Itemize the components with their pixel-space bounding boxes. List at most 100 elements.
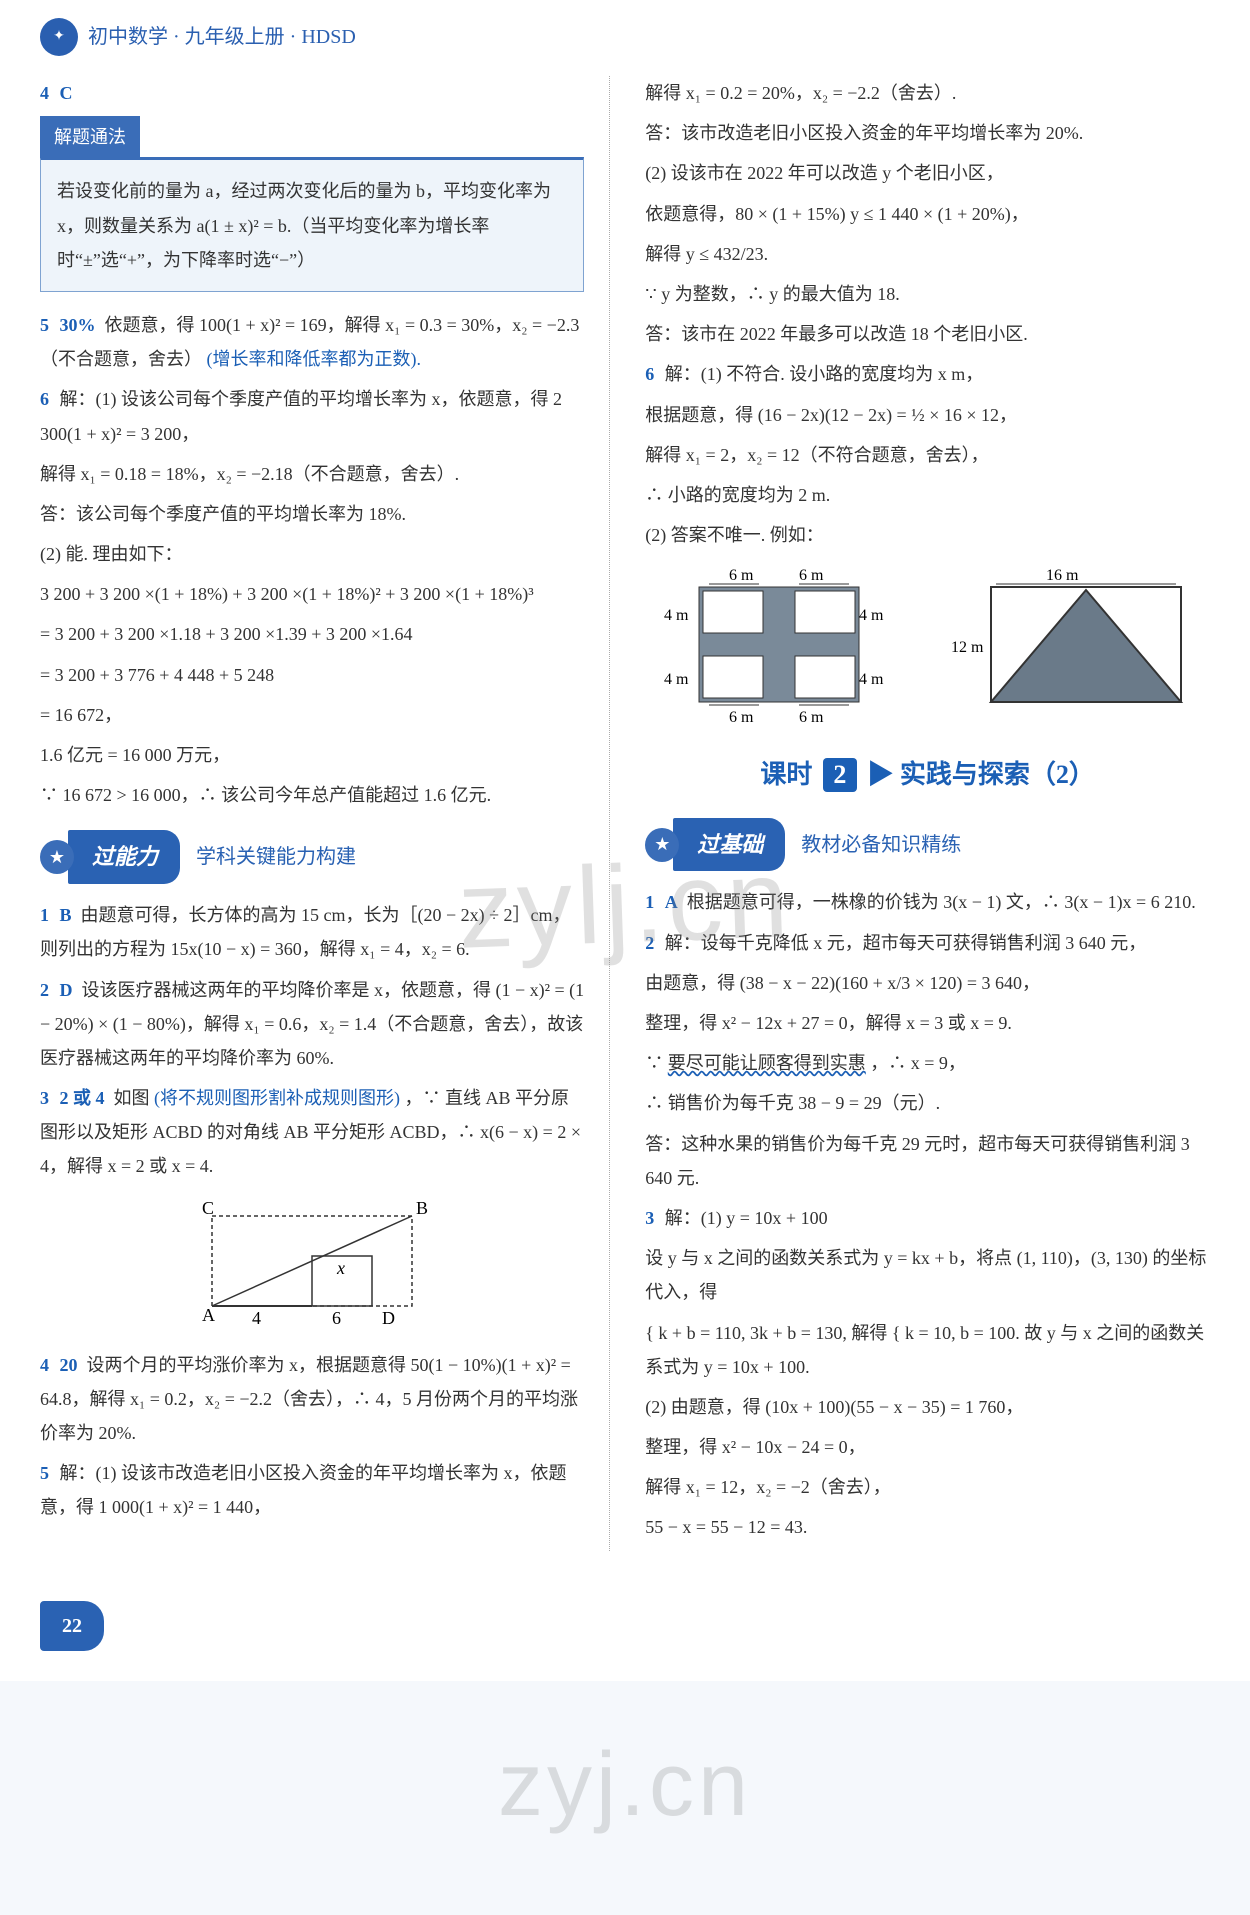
page-footer: 22 <box>0 1591 1250 1681</box>
r5-l2: 答：该市改造老旧小区投入资金的年平均增长率为 20%. <box>645 116 1210 150</box>
r6-num: 6 <box>645 364 654 384</box>
b2-wavy: 要尽可能让顾客得到实惠 <box>668 1053 866 1073</box>
svg-text:4: 4 <box>252 1308 261 1328</box>
tip-box: 解题通法 若设变化前的量为 a，经过两次变化后的量为 b，平均变化率为 x，则数… <box>40 116 584 292</box>
b3-l5: 整理，得 x² − 10x − 24 = 0， <box>645 1430 1210 1464</box>
svg-text:B: B <box>416 1198 428 1218</box>
q6-l3: 答：该公司每个季度产值的平均增长率为 18%. <box>40 497 584 531</box>
b2-num: 2 <box>645 933 654 953</box>
tip-body: 若设变化前的量为 a，经过两次变化后的量为 b，平均变化率为 x，则数量关系为 … <box>40 157 584 292</box>
a2-num: 2 <box>40 980 49 1000</box>
r5-l4: 依题意得，80 × (1 + 15%) y ≤ 1 440 × (1 + 20%… <box>645 197 1210 231</box>
star-icon-2: ★ <box>645 828 679 862</box>
r5-l1: 解得 x₁ = 0.2 = 20%，x₂ = −2.2（舍去）. <box>645 76 1210 110</box>
figure-set: 6 m 6 m 4 m 4 m 4 m 4 m 6 m 6 m <box>645 562 1210 732</box>
section-ability-label: 过能力 <box>68 830 180 884</box>
q4: 4 C <box>40 76 584 110</box>
b3-l4: (2) 由题意，得 (10x + 100)(55 − x − 35) = 1 7… <box>645 1390 1210 1424</box>
section-basic-label: 过基础 <box>673 818 785 872</box>
lesson-post: ▶ 实践与探索（2） <box>867 760 1095 789</box>
svg-text:4 m: 4 m <box>859 607 884 624</box>
svg-text:C: C <box>202 1198 214 1218</box>
b1: 1 A 根据题意可得，一株橡的价钱为 3(x − 1) 文，∴ 3(x − 1)… <box>645 885 1210 919</box>
a4: 4 20 设两个月的平均涨价率为 x，根据题意得 50(1 − 10%)(1 +… <box>40 1348 584 1451</box>
section-ability-sub: 学科关键能力构建 <box>196 838 356 876</box>
svg-text:4 m: 4 m <box>664 607 689 624</box>
b2-l4: ∵ 要尽可能让顾客得到实惠 ，∴ x = 9， <box>645 1046 1210 1080</box>
q6-l7: = 3 200 + 3 776 + 4 448 + 5 248 <box>40 658 584 692</box>
r5-l3: (2) 设该市在 2022 年可以改造 y 个老旧小区， <box>645 156 1210 190</box>
section-ability: ★ 过能力 学科关键能力构建 <box>40 830 584 884</box>
q6-l8: = 16 672， <box>40 698 584 732</box>
rectangle-diagram: C B A D 4 6 x <box>40 1196 584 1336</box>
q6-l2: 解得 x₁ = 0.18 = 18%，x₂ = −2.18（不合题意，舍去）. <box>40 457 584 491</box>
b2-l5: ∴ 销售价为每千克 38 − 9 = 29（元）. <box>645 1086 1210 1120</box>
r6-l4: ∴ 小路的宽度均为 2 m. <box>645 478 1210 512</box>
figure-triangle: 16 m 12 m <box>946 562 1196 732</box>
r6-l3: 解得 x₁ = 2，x₂ = 12（不符合题意，舍去）， <box>645 438 1210 472</box>
r6-l5: (2) 答案不唯一. 例如： <box>645 518 1210 552</box>
q5: 5 30% 依题意，得 100(1 + x)² = 169，解得 x₁ = 0.… <box>40 308 584 376</box>
q4-ans: C <box>60 83 73 103</box>
a3-num: 3 <box>40 1088 49 1108</box>
section-basic: ★ 过基础 教材必备知识精练 <box>645 818 1210 872</box>
svg-text:6: 6 <box>332 1308 341 1328</box>
watermark-2: zyj.cn <box>498 1700 752 1871</box>
r6-l2: 根据题意，得 (16 − 2x)(12 − 2x) = ½ × 16 × 12， <box>645 398 1210 432</box>
b3-l7: 55 − x = 55 − 12 = 43. <box>645 1510 1210 1544</box>
svg-text:4 m: 4 m <box>664 671 689 688</box>
b3-l1: 3 解：(1) y = 10x + 100 <box>645 1201 1210 1235</box>
right-column: 解得 x₁ = 0.2 = 20%，x₂ = −2.2（舍去）. 答：该市改造老… <box>640 76 1210 1551</box>
a3-ans: 2 或 4 <box>60 1088 105 1108</box>
b1-body: 根据题意可得，一株橡的价钱为 3(x − 1) 文，∴ 3(x − 1)x = … <box>687 892 1196 912</box>
a5-num: 5 <box>40 1463 49 1483</box>
a5-body: 解：(1) 设该市改造老旧小区投入资金的年平均增长率为 x，依题意，得 1 00… <box>40 1463 567 1517</box>
svg-text:D: D <box>382 1308 395 1328</box>
lesson-pre: 课时 <box>760 760 812 789</box>
a5: 5 解：(1) 设该市改造老旧小区投入资金的年平均增长率为 x，依题意，得 1 … <box>40 1456 584 1524</box>
left-column: 4 C 解题通法 若设变化前的量为 a，经过两次变化后的量为 b，平均变化率为 … <box>40 76 610 1551</box>
a2: 2 D 设该医疗器械这两年的平均降价率是 x，依题意，得 (1 − x)² = … <box>40 973 584 1076</box>
q6-l10: ∵ 16 672 > 16 000，∴ 该公司今年总产值能超过 1.6 亿元. <box>40 778 584 812</box>
q6-l4: (2) 能. 理由如下： <box>40 537 584 571</box>
svg-text:12 m: 12 m <box>951 639 984 656</box>
svg-text:4 m: 4 m <box>859 671 884 688</box>
logo-icon: ✦ <box>40 18 78 56</box>
lesson-title: 课时 2 ▶ 实践与探索（2） <box>645 750 1210 799</box>
q5-num: 5 <box>40 315 49 335</box>
page-header: ✦ 初中数学 · 九年级上册 · HDSD <box>0 0 1250 66</box>
a1-body: 由题意可得，长方体的高为 15 cm，长为［(20 − 2x) ÷ 2］cm，则… <box>40 905 571 959</box>
b2-l2: 由题意，得 (38 − x − 22)(160 + x/3 × 120) = 3… <box>645 966 1210 1000</box>
svg-text:x: x <box>336 1258 345 1278</box>
r6-l1: 6 解：(1) 不符合. 设小路的宽度均为 x m， <box>645 357 1210 391</box>
tip-header: 解题通法 <box>40 116 140 158</box>
a1-ans: B <box>60 905 72 925</box>
a3-note: (将不规则图形割补成规则图形) <box>154 1088 400 1108</box>
q6-num: 6 <box>40 389 49 409</box>
b3-l3: { k + b = 110, 3k + b = 130, 解得 { k = 10… <box>645 1316 1210 1384</box>
a2-ans: D <box>60 980 73 1000</box>
b3-l2: 设 y 与 x 之间的函数关系式为 y = kx + b，将点 (1, 110)… <box>645 1241 1210 1309</box>
b3-l6: 解得 x₁ = 12，x₂ = −2（舍去）， <box>645 1470 1210 1504</box>
b1-num: 1 <box>645 892 654 912</box>
lesson-num: 2 <box>823 758 857 792</box>
q6-l5: 3 200 + 3 200 ×(1 + 18%) + 3 200 ×(1 + 1… <box>40 577 584 611</box>
svg-text:6 m: 6 m <box>729 709 754 726</box>
q4-num: 4 <box>40 83 49 103</box>
q5-ans: 30% <box>60 315 96 335</box>
svg-text:6 m: 6 m <box>729 567 754 584</box>
a2-body: 设该医疗器械这两年的平均降价率是 x，依题意，得 (1 − x)² = (1 −… <box>40 980 584 1068</box>
r5-l5: 解得 y ≤ 432/23. <box>645 237 1210 271</box>
q6-l1: 6 解：(1) 设该公司每个季度产值的平均增长率为 x，依题意，得 2 300(… <box>40 382 584 450</box>
svg-text:A: A <box>202 1305 215 1325</box>
a3-pre: 如图 <box>114 1088 150 1108</box>
q6-l9: 1.6 亿元 = 16 000 万元， <box>40 738 584 772</box>
svg-text:6 m: 6 m <box>799 709 824 726</box>
b2-l1: 2 解：设每千克降低 x 元，超市每天可获得销售利润 3 640 元， <box>645 926 1210 960</box>
section-basic-sub: 教材必备知识精练 <box>801 826 961 864</box>
svg-text:16 m: 16 m <box>1046 567 1079 584</box>
a1-num: 1 <box>40 905 49 925</box>
b3-num: 3 <box>645 1208 654 1228</box>
a4-ans: 20 <box>60 1355 78 1375</box>
q5-note: (增长率和降低率都为正数). <box>207 349 422 369</box>
